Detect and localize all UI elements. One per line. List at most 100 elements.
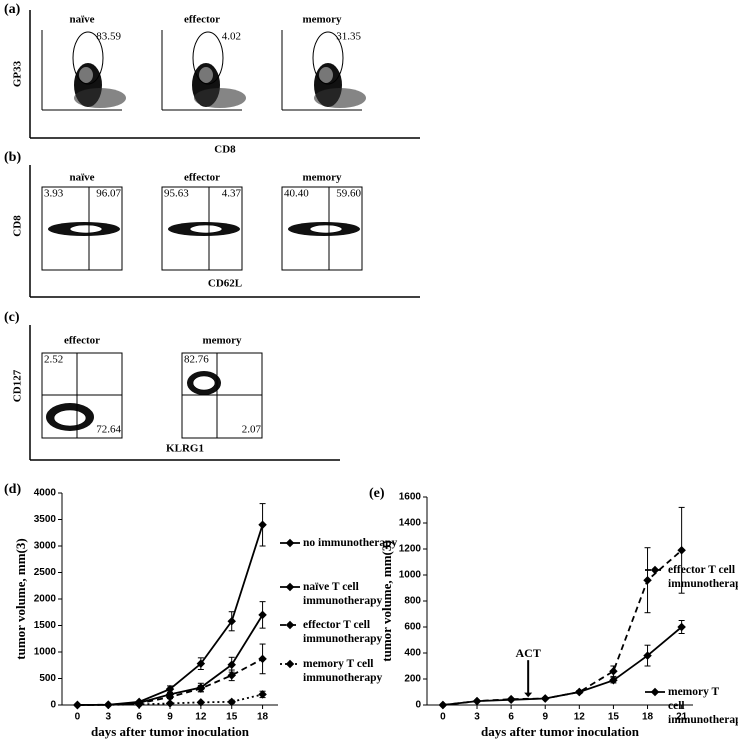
density-blob [309, 224, 343, 234]
x-tick-label: 15 [226, 712, 238, 723]
point [540, 694, 550, 703]
y-axis-label: tumor volume, mm(3) [379, 540, 394, 661]
y-tick-label: 2000 [34, 594, 57, 605]
x-tick-label: 18 [642, 712, 654, 723]
y-tick-label: 1500 [34, 620, 57, 631]
y-tick-label: 2500 [34, 567, 57, 578]
legend-label: effector T cell immunotherapy [668, 564, 738, 590]
gate-value: 31.35 [336, 31, 361, 43]
y-tick-label: 0 [50, 700, 56, 711]
y-tick-label: 1400 [399, 518, 422, 529]
plot-frame [281, 186, 363, 271]
legend-label: memory T cell immunotherapy [668, 686, 738, 726]
y-tick-label: 1000 [34, 647, 57, 658]
x-axis-label: CD8 [214, 144, 236, 156]
panel-label: (a) [4, 2, 21, 17]
y-axis-label: CD127 [12, 369, 24, 402]
gate-value: 40.40 [284, 188, 309, 200]
y-tick-label: 3000 [34, 541, 57, 552]
panel-label: (c) [4, 310, 20, 325]
point [677, 622, 686, 632]
plot-frame [41, 186, 123, 271]
point [104, 700, 113, 710]
x-tick-label: 15 [608, 712, 620, 723]
point [73, 700, 82, 710]
point [575, 687, 584, 697]
y-tick-label: 200 [404, 674, 421, 685]
x-axis-label: CD62L [208, 278, 242, 290]
y-axis-label: CD8 [12, 215, 24, 237]
density-blob [79, 67, 93, 83]
legend-label: no immunotherapy [303, 537, 398, 549]
x-tick-label: 3 [106, 712, 112, 723]
x-tick-label: 3 [474, 712, 480, 723]
density-blob [319, 67, 333, 83]
y-tick-label: 1000 [399, 570, 422, 581]
point [677, 546, 686, 555]
x-axis-label: days after tumor inoculation [481, 724, 640, 739]
plot-title: memory [302, 14, 342, 26]
point [472, 696, 482, 706]
x-tick-label: 12 [574, 712, 586, 723]
plot-title: effector [184, 172, 220, 184]
x-tick-label: 0 [75, 712, 81, 723]
x-tick-label: 6 [508, 712, 514, 723]
point [506, 695, 516, 705]
point [643, 651, 652, 660]
density-blob [199, 67, 213, 83]
legend-marker [650, 687, 660, 697]
y-tick-label: 800 [404, 596, 421, 607]
series-line [77, 524, 264, 706]
gate-value: 96.07 [96, 188, 121, 200]
y-tick-label: 1600 [399, 492, 422, 503]
legend-marker [285, 659, 295, 669]
gate [312, 31, 344, 85]
x-tick-label: 6 [136, 712, 142, 723]
density-blob [192, 375, 216, 391]
x-axis-label: KLRG1 [166, 443, 204, 455]
density-blob [74, 88, 126, 108]
legend-label: effector T cell immunotherapy [303, 619, 383, 645]
point [258, 654, 267, 664]
point [643, 575, 652, 585]
plot-title: effector [64, 335, 100, 347]
panel-label: (e) [369, 486, 385, 501]
gate-value: 2.07 [242, 424, 262, 436]
series-line [442, 626, 683, 706]
plot-title: memory [302, 172, 342, 184]
point [258, 690, 267, 699]
gate [192, 31, 224, 85]
legend-marker [285, 582, 295, 592]
point [609, 666, 618, 676]
plot-title: naïve [69, 14, 94, 26]
x-tick-label: 18 [257, 712, 269, 723]
gate-value: 59.60 [336, 188, 361, 200]
legend-marker [285, 538, 295, 548]
plot-title: effector [184, 14, 220, 26]
x-tick-label: 12 [195, 712, 207, 723]
plot-frame [161, 186, 243, 271]
x-tick-label: 9 [542, 712, 548, 723]
panel-label: (b) [4, 150, 21, 165]
annotation-arrowhead [524, 692, 533, 698]
x-tick-label: 9 [167, 712, 173, 723]
legend-marker [650, 565, 660, 575]
y-tick-label: 500 [39, 673, 56, 684]
gate-value: 83.59 [96, 31, 121, 43]
gate-value: 82.76 [184, 354, 209, 366]
x-tick-label: 0 [440, 712, 446, 723]
density-blob [69, 224, 103, 234]
y-axis-label: tumor volume, mm(3) [13, 538, 28, 659]
plot-title: naïve [69, 172, 94, 184]
x-tick-label: 21 [676, 712, 688, 723]
gate-value: 3.93 [44, 188, 64, 200]
point [438, 700, 448, 710]
gate [72, 31, 104, 85]
y-tick-label: 600 [404, 622, 421, 633]
density-blob [194, 88, 246, 108]
y-axis-label: GP33 [12, 60, 24, 87]
density-blob [53, 409, 87, 427]
point [258, 520, 267, 530]
